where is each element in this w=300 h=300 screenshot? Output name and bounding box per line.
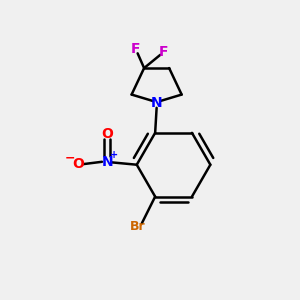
Text: F: F: [130, 42, 140, 56]
Text: +: +: [110, 150, 118, 160]
Text: O: O: [72, 157, 84, 171]
Text: F: F: [158, 45, 168, 59]
Text: N: N: [151, 96, 162, 110]
Text: −: −: [64, 152, 75, 165]
Text: N: N: [101, 155, 113, 169]
Text: Br: Br: [130, 220, 145, 232]
Text: O: O: [101, 127, 113, 141]
